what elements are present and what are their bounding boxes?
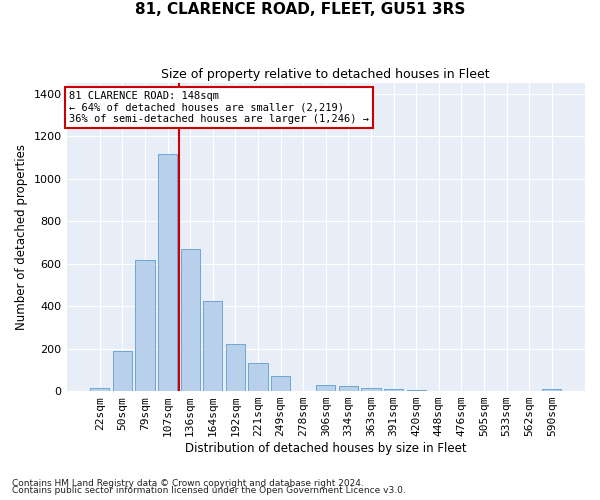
Bar — [203, 301, 223, 391]
Text: 81, CLARENCE ROAD, FLEET, GU51 3RS: 81, CLARENCE ROAD, FLEET, GU51 3RS — [135, 2, 465, 18]
Bar — [113, 350, 132, 391]
Text: Contains public sector information licensed under the Open Government Licence v3: Contains public sector information licen… — [12, 486, 406, 495]
Y-axis label: Number of detached properties: Number of detached properties — [15, 144, 28, 330]
Bar — [158, 154, 177, 391]
Text: Contains HM Land Registry data © Crown copyright and database right 2024.: Contains HM Land Registry data © Crown c… — [12, 478, 364, 488]
Bar — [136, 260, 155, 391]
Bar — [90, 388, 109, 391]
Bar — [271, 376, 290, 391]
Bar — [226, 344, 245, 391]
Text: 81 CLARENCE ROAD: 148sqm
← 64% of detached houses are smaller (2,219)
36% of sem: 81 CLARENCE ROAD: 148sqm ← 64% of detach… — [69, 91, 369, 124]
Bar — [361, 388, 380, 391]
Bar — [316, 384, 335, 391]
Bar — [248, 364, 268, 391]
Title: Size of property relative to detached houses in Fleet: Size of property relative to detached ho… — [161, 68, 490, 80]
X-axis label: Distribution of detached houses by size in Fleet: Distribution of detached houses by size … — [185, 442, 467, 455]
Bar — [181, 249, 200, 391]
Bar — [384, 389, 403, 391]
Bar — [339, 386, 358, 391]
Bar — [542, 389, 562, 391]
Bar — [407, 390, 426, 391]
